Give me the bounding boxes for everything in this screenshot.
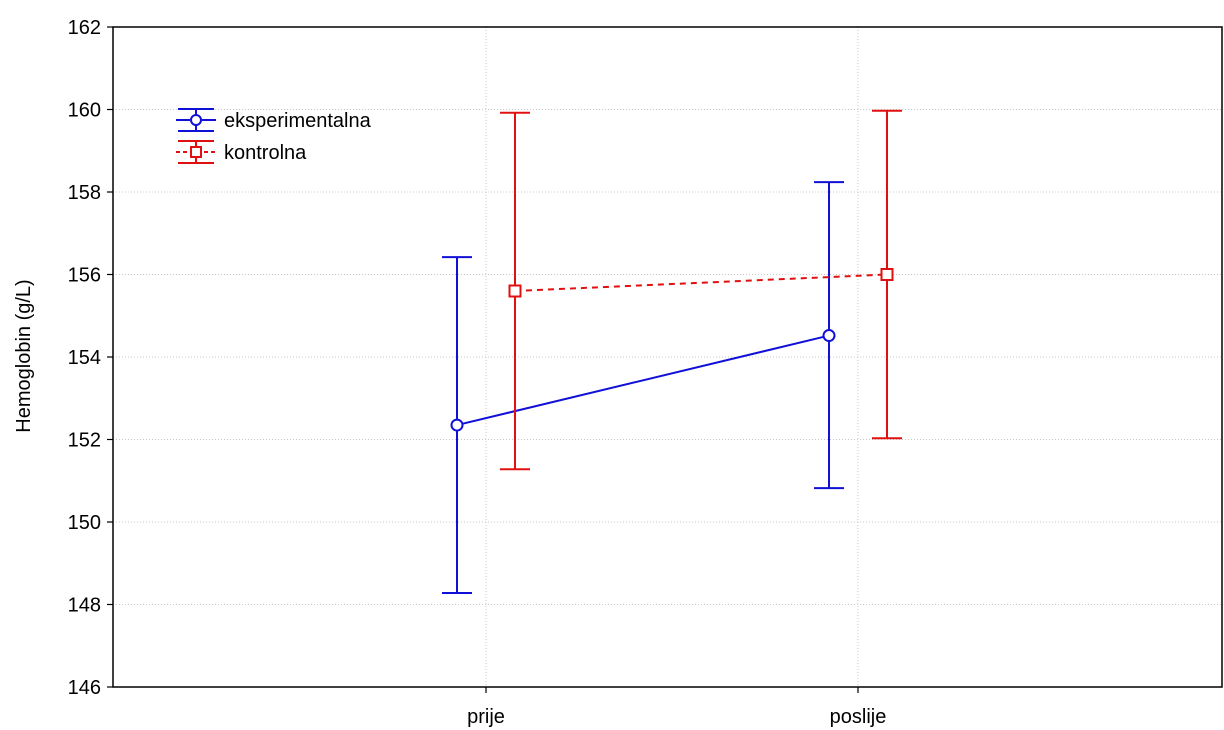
legend-label: kontrolna: [224, 142, 307, 164]
legend: eksperimentalna kontrolna: [176, 108, 372, 164]
legend-item-eksperimentalna: eksperimentalna: [176, 108, 372, 132]
y-tick-label: 146: [68, 677, 101, 699]
x-tick-label: prije: [467, 706, 505, 728]
axes-layer: 146 148 150 152 154 156 158 160 162 prije poslije: [68, 17, 1223, 728]
series-line: [514, 273, 888, 292]
y-tick-label: 158: [68, 182, 101, 204]
legend-item-kontrolna: kontrolna: [176, 140, 307, 164]
data-point: [822, 329, 836, 343]
data-point: [880, 268, 894, 281]
y-tick-label: 148: [68, 595, 101, 617]
y-tick-label: 156: [68, 265, 101, 287]
data-point: [508, 284, 522, 298]
y-tick-label: 150: [68, 512, 101, 534]
y-tick-label: 152: [68, 430, 101, 452]
legend-marker: [190, 114, 202, 126]
series-kontrolna: [500, 109, 902, 471]
legend-marker: [190, 146, 202, 158]
y-tick-label: 154: [68, 347, 101, 369]
data-point: [450, 418, 464, 432]
legend-label: eksperimentalna: [224, 110, 372, 132]
y-tick-label: 162: [68, 17, 101, 39]
y-axis-title: Hemoglobin (g/L): [13, 279, 35, 432]
x-tick-label: poslije: [830, 706, 887, 728]
series-layer: [442, 109, 902, 594]
series-line: [456, 334, 830, 427]
series-eksperimentalna: [442, 181, 844, 594]
grid-layer: [113, 27, 1222, 687]
y-tick-label: 160: [68, 100, 101, 122]
